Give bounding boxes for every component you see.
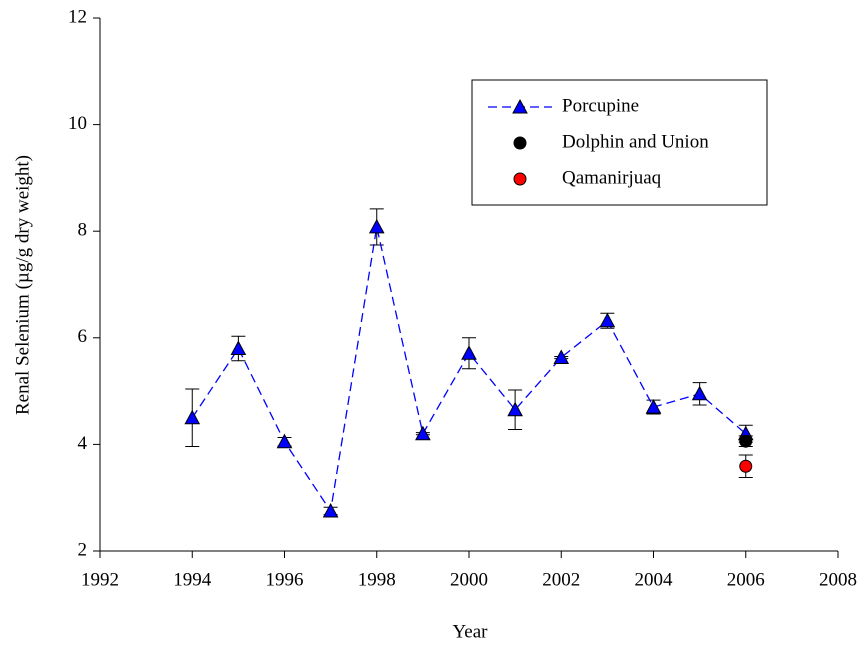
x-tick-label: 2000 [450,569,488,590]
triangle-marker [553,349,570,365]
y-axis-label: Renal Selenium (µg/g dry weight) [12,155,33,415]
x-tick-label: 2002 [542,569,580,590]
triangle-marker [461,345,477,360]
x-tick-label: 2006 [727,569,765,590]
legend-marker [513,172,527,186]
x-tick-label: 2008 [819,569,857,590]
y-tick-label: 6 [78,326,88,347]
triangle-marker [415,425,431,441]
y-tick-label: 8 [78,220,88,241]
y-tick-label: 10 [68,113,87,134]
legend-label: Porcupine [562,95,639,116]
triangle-marker [276,433,293,449]
x-axis-label: Year [452,621,488,642]
triangle-marker [322,502,339,518]
x-tick-label: 2004 [635,569,674,590]
x-tick-label: 1998 [358,569,396,590]
circle-marker [739,434,753,448]
triangle-marker [507,401,523,417]
x-tick-label: 1994 [173,569,212,590]
triangle-marker [230,340,247,355]
legend-marker [512,98,528,114]
x-tick-label: 1996 [266,569,304,590]
circle-marker [739,459,753,473]
triangle-marker [184,409,201,425]
legend-label: Dolphin and Union [562,131,709,152]
y-tick-label: 12 [68,6,87,27]
y-tick-label: 2 [78,539,88,560]
x-tick-label: 1992 [81,569,119,590]
triangle-marker [368,218,385,234]
legend-marker [513,136,527,150]
triangle-marker [691,385,708,401]
triangle-marker [599,312,616,328]
triangle-marker [645,399,662,414]
y-tick-label: 4 [78,433,88,454]
legend-label: Qamanirjuaq [562,167,662,188]
